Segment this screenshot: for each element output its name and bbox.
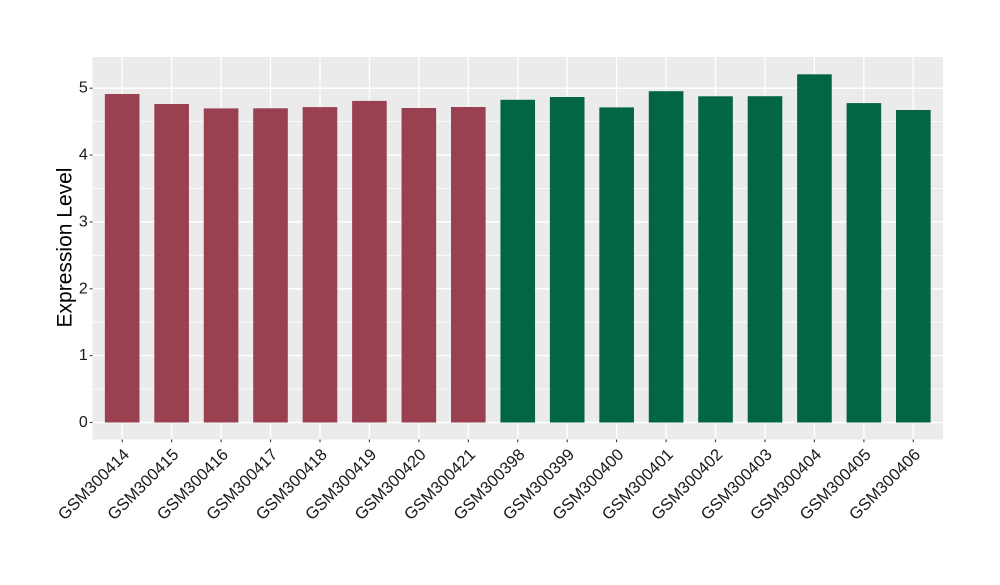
svg-text:4: 4 <box>79 147 88 164</box>
svg-text:5: 5 <box>79 80 88 97</box>
svg-text:Expression Level: Expression Level <box>54 168 77 328</box>
svg-text:1: 1 <box>79 347 88 364</box>
svg-text:3: 3 <box>79 213 88 230</box>
svg-text:2: 2 <box>79 280 88 297</box>
svg-text:0: 0 <box>79 414 88 431</box>
